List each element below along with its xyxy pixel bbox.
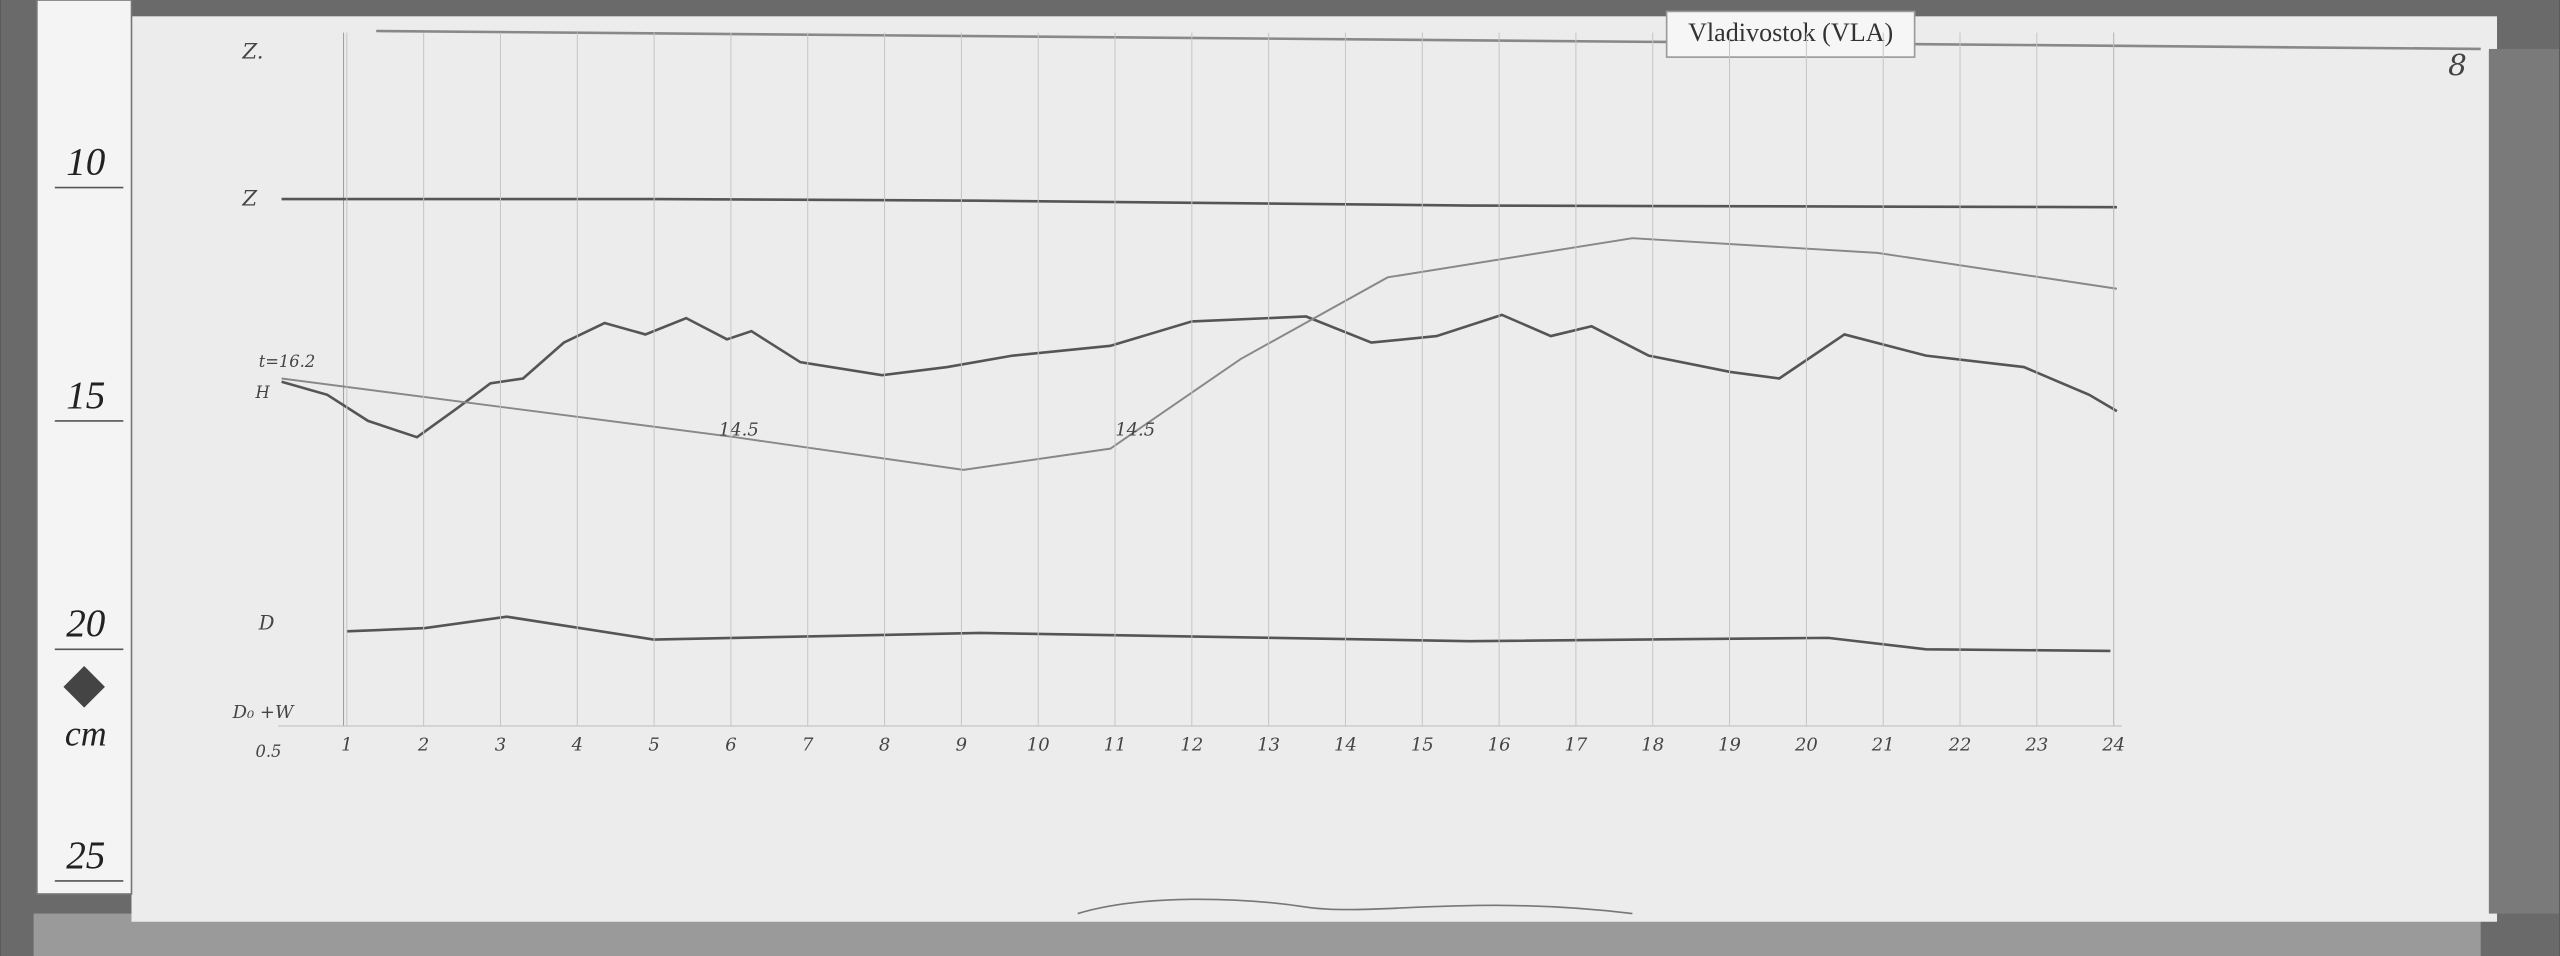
ruler-mark: 15 (66, 374, 105, 417)
hour-label: 9 (956, 734, 967, 755)
station-label: Vladivostok (VLA) (1688, 18, 1893, 47)
sheet-number: 8 (2448, 48, 2467, 82)
ruler-mark: 10 (66, 141, 106, 184)
hour-label: 2 (417, 734, 429, 755)
temperature-note: 14.5 (1115, 420, 1155, 441)
ruler-marks: 10 15 20 25 (54, 141, 124, 882)
h-trace (281, 313, 2118, 439)
trace-label: D (258, 612, 275, 635)
hour-label: 4 (571, 734, 583, 755)
hour-label: 8 (879, 734, 890, 755)
trace-label: Z (241, 186, 258, 211)
handwritten-caption (1077, 898, 1633, 915)
hour-label: 17 (1565, 734, 1588, 755)
hour-label: 13 (1257, 734, 1280, 755)
station-tag (1665, 10, 1916, 58)
paper (131, 16, 2498, 922)
hour-label: 22 (1948, 734, 1972, 755)
hour-labels: 1 2 3 4 5 6 7 8 9 10 11 12 13 14 15 16 17 18 19 20 21 22 23 24 (341, 32, 2125, 755)
hour-label: 10 (1027, 734, 1050, 755)
hour-label: 3 (495, 734, 506, 755)
hour-label: 21 (1871, 734, 1895, 755)
hour-label: 7 (802, 734, 814, 755)
trace-label: Z. (241, 39, 263, 64)
trace-label: H (254, 383, 270, 402)
hour-label: 19 (1718, 734, 1741, 755)
baseline-offset: 0.5 (255, 742, 281, 761)
z-top-trace (376, 29, 2481, 51)
hour-label: 12 (1180, 734, 1203, 755)
hour-label: 24 (2101, 734, 2125, 755)
hour-label: 14 (1334, 734, 1357, 755)
hour-label: 1 (341, 734, 352, 755)
temperature-note: 14.5 (719, 420, 759, 441)
hour-label: 6 (725, 734, 736, 755)
hour-label: 5 (648, 734, 659, 755)
baseline-label: D₀ +W (232, 702, 295, 723)
z-trace (281, 197, 2117, 209)
hour-label: 16 (1488, 734, 1511, 755)
hour-label: 18 (1641, 734, 1664, 755)
hour-label: 23 (2024, 734, 2048, 755)
hour-label: 11 (1104, 734, 1127, 755)
traces (281, 29, 2481, 915)
temperature-trace (281, 237, 2118, 471)
ruler-unit: cm (65, 714, 107, 754)
ruler-strip (36, 0, 133, 895)
right-edge (2488, 48, 2560, 914)
ruler-mark: 25 (66, 834, 105, 877)
hour-label: 20 (1794, 734, 1818, 755)
hour-label: 15 (1411, 734, 1434, 755)
trace-label: t=16.2 (259, 352, 316, 371)
d-trace (346, 615, 2111, 653)
ruler-mark: 20 (66, 602, 106, 645)
